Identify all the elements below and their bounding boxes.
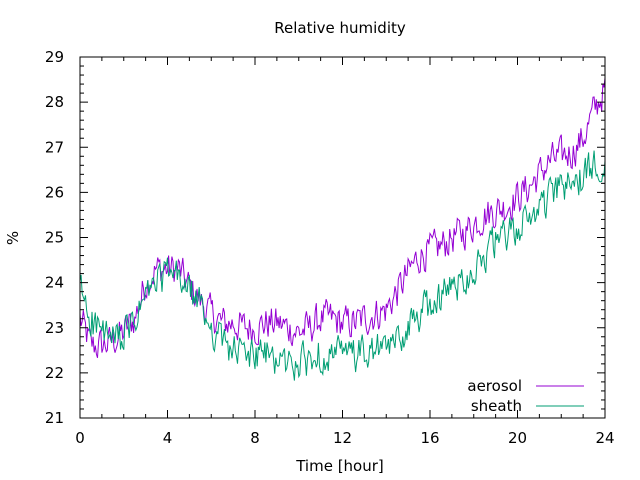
y-tick-label: 22: [45, 364, 64, 382]
x-tick-label: 24: [595, 429, 614, 447]
x-tick-label: 16: [420, 429, 439, 447]
legend-label-aerosol: aerosol: [467, 377, 522, 395]
y-tick-label: 25: [45, 229, 64, 247]
y-tick-label: 21: [45, 409, 64, 427]
series-layer: [79, 77, 606, 381]
y-tick-label: 23: [45, 319, 64, 337]
plot-frame: [79, 56, 606, 419]
y-tick-label: 24: [45, 274, 64, 292]
tick-layer: 0 4 8 12 16 20 24 21 22 23 24 25 26 27 28 29: [45, 48, 615, 447]
x-tick-label: 12: [333, 429, 352, 447]
chart-title: Relative humidity: [274, 19, 406, 37]
series-line-aerosol: [79, 77, 606, 359]
series-line-sheath: [79, 150, 606, 381]
y-tick-label: 26: [45, 183, 64, 201]
y-tick-label: 27: [45, 138, 64, 156]
x-tick-label: 8: [250, 429, 260, 447]
y-axis-label: %: [4, 231, 22, 245]
x-tick-label: 20: [508, 429, 527, 447]
y-tick-label: 29: [45, 48, 64, 66]
x-axis-label: Time [hour]: [295, 457, 384, 475]
x-tick-label: 0: [75, 429, 85, 447]
y-tick-label: 28: [45, 93, 64, 111]
legend: aerosol sheath: [467, 377, 584, 415]
x-tick-label: 4: [163, 429, 173, 447]
legend-label-sheath: sheath: [471, 397, 522, 415]
